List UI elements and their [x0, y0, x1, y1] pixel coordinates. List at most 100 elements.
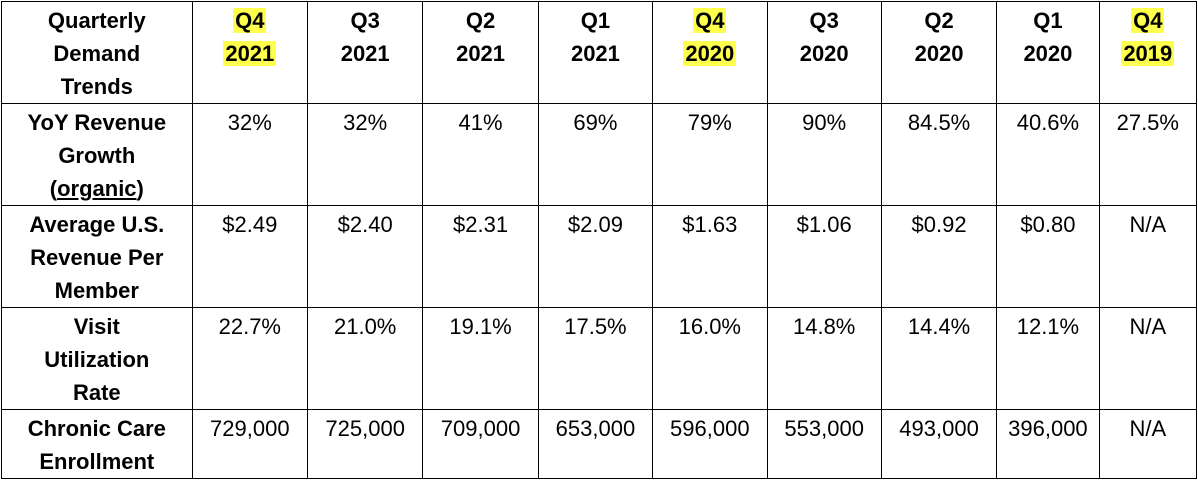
table-cell: $2.40	[306, 205, 424, 308]
column-header: Q3 2021	[306, 1, 424, 104]
table-cell: 12.1%	[996, 307, 1100, 410]
table-cell: 40.6%	[996, 103, 1100, 206]
row-label-line: (organic)	[49, 176, 144, 201]
column-year-text: 2020	[683, 41, 737, 66]
table-cell: $0.92	[880, 205, 998, 308]
column-quarter: Q2	[884, 4, 994, 37]
table-cell: 14.8%	[766, 307, 882, 410]
table-cell: 32%	[191, 103, 309, 206]
column-quarter: Q2	[425, 4, 535, 37]
table-row: Visit Utilization Rate 22.7% 21.0% 19.1% 17.5%…	[1, 307, 1198, 410]
table-cell: 14.4%	[880, 307, 998, 410]
column-year: 2020	[655, 37, 764, 70]
column-quarter: Q4	[195, 4, 305, 37]
column-header: Q1 2020	[996, 1, 1100, 104]
organic-underline: organic	[57, 176, 137, 201]
column-header: Q2 2020	[880, 1, 998, 104]
row-label: YoY Revenue Growth (organic)	[1, 103, 193, 206]
column-quarter: Q1	[999, 4, 1096, 37]
table-cell: 41%	[422, 103, 539, 206]
column-quarter-text: Q4	[1131, 8, 1165, 33]
corner-header-line: Trends	[60, 74, 133, 99]
column-quarter-text: Q1	[1033, 8, 1063, 33]
row-label-line: Enrollment	[39, 449, 155, 474]
table-cell: N/A	[1098, 205, 1198, 308]
column-year-text: 2019	[1121, 41, 1175, 66]
table-cell: 22.7%	[191, 307, 309, 410]
table-cell: 729,000	[191, 409, 309, 479]
column-year-text: 2020	[914, 41, 964, 66]
table-cell: 90%	[766, 103, 882, 206]
table-cell: 725,000	[306, 409, 424, 479]
column-quarter-text: Q3	[350, 8, 380, 33]
row-label-line: YoY Revenue	[27, 110, 167, 135]
table-cell: N/A	[1098, 409, 1198, 479]
corner-header: Quarterly Demand Trends	[1, 1, 193, 104]
column-quarter-text: Q4	[233, 8, 267, 33]
column-year-text: 2020	[1023, 41, 1073, 66]
row-label-line: Chronic Care	[27, 416, 166, 441]
row-label-line: Average U.S.	[29, 212, 165, 237]
row-label-line: Revenue Per	[30, 245, 164, 270]
table-cell: $1.06	[766, 205, 882, 308]
table-cell: 553,000	[766, 409, 882, 479]
column-quarter: Q4	[655, 4, 764, 37]
column-year: 2020	[884, 37, 994, 70]
column-header: Q3 2020	[766, 1, 882, 104]
table-cell: 17.5%	[537, 307, 654, 410]
row-label-line: Growth	[58, 143, 136, 168]
column-year-text: 2020	[799, 41, 849, 66]
table-cell: $1.63	[652, 205, 768, 308]
column-year: 2021	[541, 37, 650, 70]
table-cell: 69%	[537, 103, 654, 206]
corner-header-line: Demand	[53, 41, 141, 66]
row-label: Chronic Care Enrollment	[1, 409, 193, 479]
column-quarter-text: Q2	[465, 8, 496, 33]
column-header: Q4 2021	[191, 1, 309, 104]
column-year: 2021	[195, 37, 305, 70]
column-header: Q1 2021	[537, 1, 654, 104]
table-cell: 32%	[306, 103, 424, 206]
column-year-text: 2021	[570, 41, 620, 66]
table-cell: 84.5%	[880, 103, 998, 206]
row-label-line: Rate	[72, 380, 121, 405]
header-row: Quarterly Demand Trends Q4 2021 Q3 2021 Q2 2021 Q…	[1, 1, 1198, 104]
column-year-text: 2021	[223, 41, 277, 66]
table-cell: 19.1%	[422, 307, 539, 410]
table-cell: $0.80	[996, 205, 1100, 308]
column-quarter-text: Q2	[924, 8, 954, 33]
row-label: Average U.S. Revenue Per Member	[1, 205, 193, 308]
table-row: YoY Revenue Growth (organic) 32% 32% 41% 69% 79…	[1, 103, 1198, 206]
column-year: 2020	[999, 37, 1096, 70]
column-header: Q4 2019	[1098, 1, 1198, 104]
row-label-line: Utilization	[44, 347, 150, 372]
table-cell: 596,000	[652, 409, 768, 479]
table-cell: 493,000	[880, 409, 998, 479]
table-cell: $2.31	[422, 205, 539, 308]
table-cell: 79%	[652, 103, 768, 206]
table-cell: $2.09	[537, 205, 654, 308]
column-year: 2021	[310, 37, 420, 70]
table-cell: 653,000	[537, 409, 654, 479]
column-quarter: Q4	[1102, 4, 1194, 37]
corner-header-line: Quarterly	[47, 8, 146, 33]
column-year: 2020	[770, 37, 879, 70]
table-row: Average U.S. Revenue Per Member $2.49 $2.40 $…	[1, 205, 1198, 308]
column-quarter-text: Q4	[693, 8, 727, 33]
column-quarter: Q1	[541, 4, 650, 37]
table-row: Chronic Care Enrollment 729,000 725,000 709,…	[1, 409, 1198, 479]
table-cell: 21.0%	[306, 307, 424, 410]
column-header: Q2 2021	[422, 1, 539, 104]
table-cell: 27.5%	[1098, 103, 1198, 206]
column-quarter-text: Q3	[809, 8, 839, 33]
column-quarter-text: Q1	[580, 8, 611, 33]
table-cell: 709,000	[422, 409, 539, 479]
table-cell: $2.49	[191, 205, 309, 308]
column-year-text: 2021	[340, 41, 390, 66]
table-cell: N/A	[1098, 307, 1198, 410]
row-label-line: Member	[54, 278, 139, 303]
table-cell: 16.0%	[652, 307, 768, 410]
column-year: 2019	[1102, 37, 1194, 70]
